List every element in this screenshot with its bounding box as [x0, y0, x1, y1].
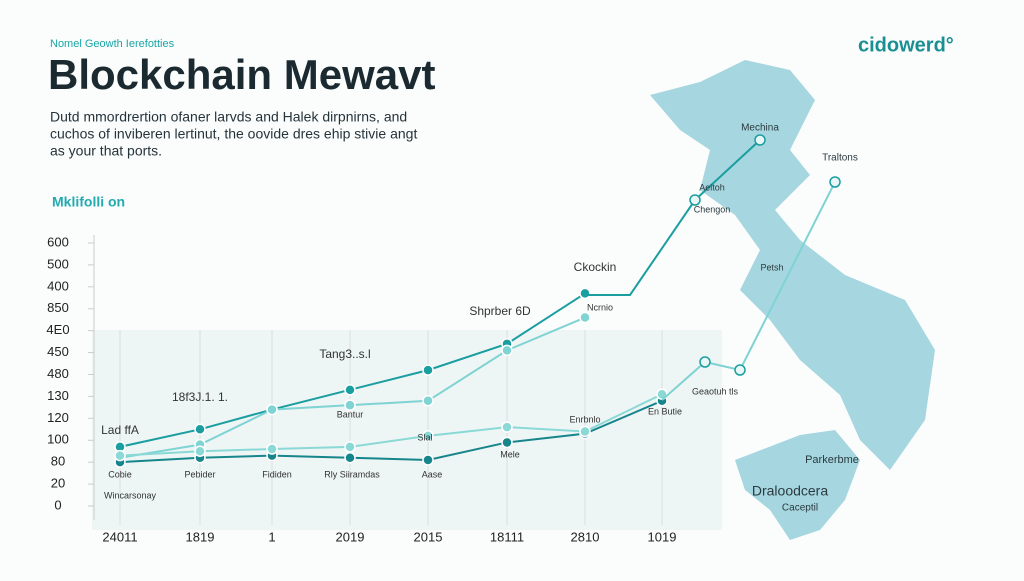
map-island	[735, 430, 860, 540]
annotation: Enrbnlo	[569, 414, 600, 424]
kicker: Nomel Geowth Ierefotties	[50, 38, 175, 50]
annotation: Fididen	[262, 469, 292, 479]
map-label: Caceptil	[782, 503, 818, 514]
data-point	[422, 430, 434, 442]
description: Dutd mmordrertion ofaner larvds and Hale…	[50, 109, 407, 125]
map-label: Draloodcera	[752, 483, 828, 499]
x-tick-label: 2015	[414, 529, 443, 544]
plot-shade	[92, 330, 722, 530]
data-point	[579, 425, 591, 438]
series-line	[119, 399, 663, 464]
x-tick-label: 1019	[648, 529, 677, 544]
x-tick-label: 2019	[336, 529, 365, 544]
map-route	[585, 139, 761, 296]
data-point	[344, 399, 356, 411]
map-marker	[699, 356, 711, 368]
annotation: Rly Siiramdas	[324, 469, 380, 479]
annotation: Pebider	[184, 469, 215, 479]
x-tick-label: 18111	[490, 529, 524, 544]
y-tick-label: 400	[47, 278, 69, 293]
map-marker	[754, 134, 766, 146]
map-marker	[734, 364, 746, 376]
annotation: Aase	[422, 469, 443, 479]
x-tick-label: 24011	[102, 529, 137, 544]
annotation: Geaotuh tls	[692, 386, 739, 396]
data-point	[344, 441, 356, 453]
data-point	[422, 395, 434, 407]
map-label: Mechina	[741, 123, 779, 134]
annotation: 18f3J.1. 1.	[172, 390, 228, 404]
y-tick-label: 100	[47, 432, 69, 447]
description: cuchos of inviberen lertinut, the oovide…	[50, 126, 417, 142]
data-point	[194, 445, 206, 457]
map-route	[661, 181, 836, 401]
x-tick-label: 2810	[571, 529, 600, 544]
annotation: Wincarsonay	[104, 490, 157, 500]
annotation: Ckockin	[574, 260, 617, 274]
annotation: Bantur	[337, 409, 364, 419]
annotation: En Butie	[648, 406, 682, 416]
annotation: Mele	[500, 449, 520, 459]
y-tick-label: 80	[51, 454, 65, 469]
map-marker	[829, 176, 841, 188]
map-label: Chengon	[694, 204, 731, 214]
data-point	[579, 311, 591, 324]
annotation: Ncrnio	[587, 302, 613, 312]
data-point	[266, 443, 278, 455]
annotation: Shprber 6D	[469, 304, 531, 318]
data-point	[194, 423, 206, 436]
map-label: Aeitoh	[699, 182, 725, 192]
y-tick-label: 120	[47, 410, 69, 425]
data-point	[422, 364, 434, 376]
y-tick-label: 130	[47, 388, 69, 403]
brand-logo: cidowerd°	[858, 34, 954, 56]
data-point	[501, 344, 513, 357]
y-tick-label: 850	[47, 300, 69, 315]
y-tick-label: 450	[47, 344, 69, 359]
map-label: Parkerbme	[805, 454, 859, 466]
data-point	[114, 449, 126, 462]
annotation: Tang3..s.l	[319, 347, 370, 361]
y-tick-label: 500	[47, 256, 69, 271]
annotation: Lad ffA	[101, 423, 139, 437]
section-label: Mklifolli on	[52, 194, 125, 210]
data-point	[344, 384, 356, 396]
x-tick-label: 1	[268, 529, 275, 544]
y-tick-label: 4E0	[46, 322, 69, 337]
data-point	[344, 452, 356, 464]
map-label: Traltons	[822, 153, 858, 164]
map-marker	[689, 194, 701, 206]
y-tick-label: 0	[54, 497, 61, 512]
annotation: Cobie	[108, 469, 132, 479]
data-point	[501, 436, 513, 449]
annotation: Slal	[417, 432, 432, 442]
title: Blockchain Mewavt	[48, 51, 435, 98]
y-tick-label: 20	[51, 476, 65, 491]
data-point	[501, 421, 513, 433]
data-point	[579, 287, 591, 300]
data-point	[266, 403, 278, 416]
data-point	[422, 454, 434, 466]
x-tick-label: 1819	[186, 529, 215, 544]
series-line	[119, 393, 663, 457]
y-tick-label: 480	[47, 366, 69, 381]
description: as your that ports.	[50, 143, 162, 159]
y-tick-label: 600	[47, 234, 69, 249]
map-label: Petsh	[760, 262, 783, 272]
